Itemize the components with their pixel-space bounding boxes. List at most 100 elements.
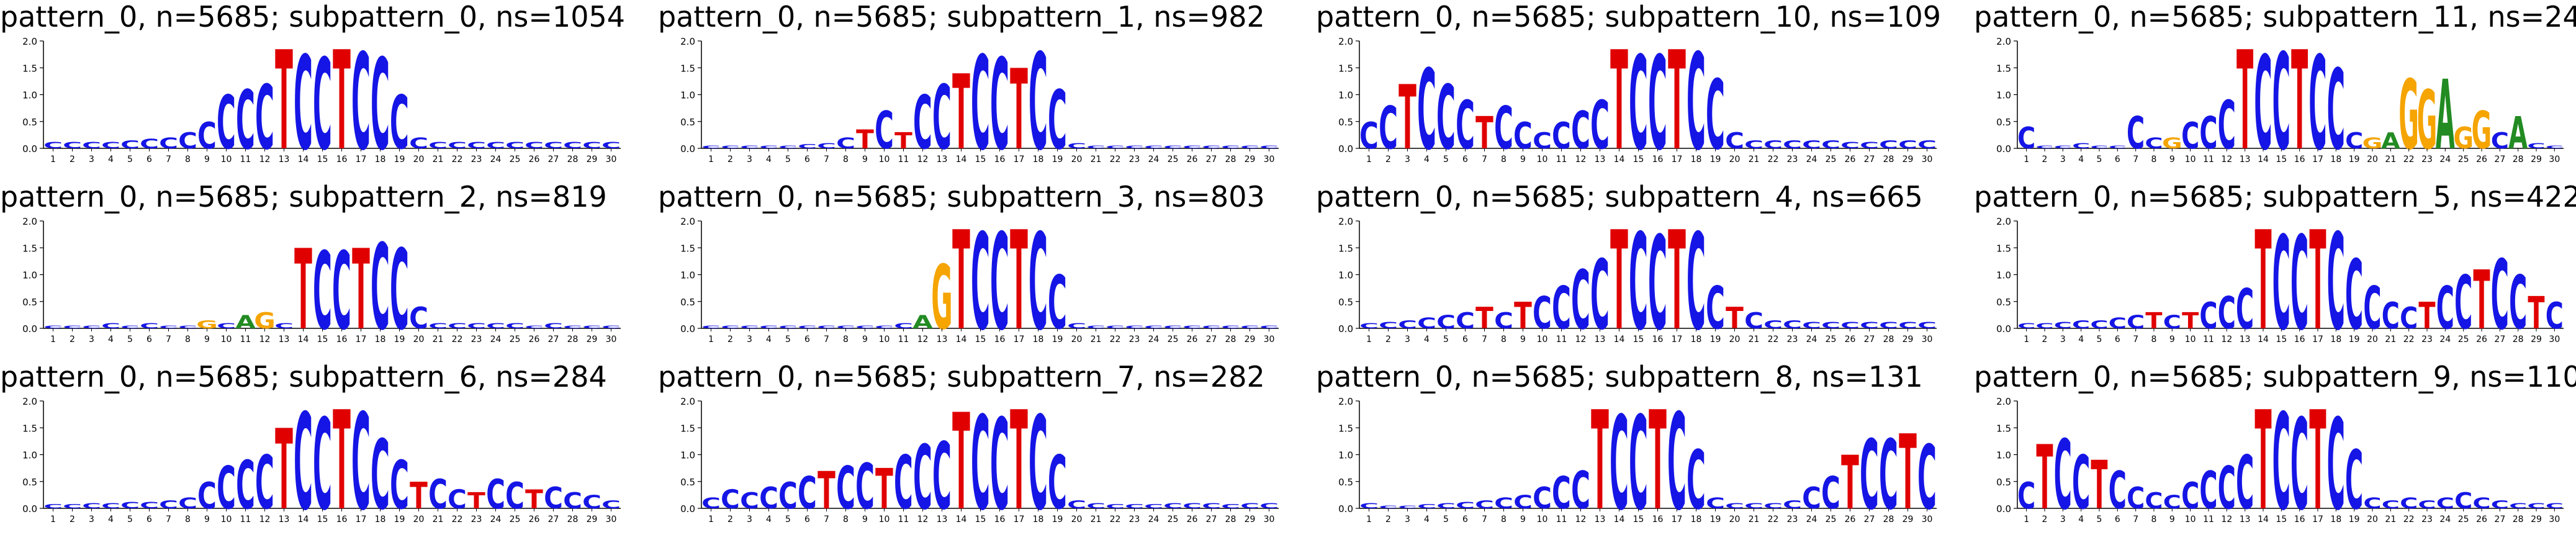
logo-letter: C (217, 79, 236, 166)
y-tick-label: 0.5 (1996, 297, 2011, 308)
y-tick-label: 1.5 (680, 423, 695, 434)
panel-title: pattern_0, n=5685; subpattern_4, ns=665 (1316, 180, 1923, 214)
logo-letter: C (1379, 320, 1398, 330)
logo-letter: C (913, 79, 932, 166)
logo-letter: C (2327, 395, 2345, 538)
logo-letter: C (1494, 94, 1513, 163)
x-tick-label: 22 (1768, 335, 1779, 344)
x-tick-label: 5 (127, 515, 133, 524)
logo-letter: C (990, 395, 1009, 538)
x-tick-label: 18 (1033, 155, 1044, 164)
x-tick-label: 24 (1806, 335, 1817, 344)
x-tick-label: 2 (1385, 155, 1391, 164)
logo-letter: C (2109, 462, 2127, 521)
x-tick-label: 30 (606, 335, 617, 344)
logo-letter: C (236, 73, 255, 168)
x-tick-label: 17 (1014, 155, 1025, 164)
x-tick-label: 1 (1366, 335, 1372, 344)
x-tick-label: 20 (2367, 515, 2378, 524)
logo-letter: C (390, 227, 409, 354)
x-tick-label: 2 (727, 335, 733, 344)
logo-letter: T (2291, 35, 2308, 178)
x-tick-label: 1 (2024, 155, 2029, 164)
logo-letter: C (274, 322, 294, 330)
x-tick-label: 1 (50, 515, 56, 524)
x-tick-label: 30 (1922, 515, 1933, 524)
logo-letter: T (2236, 35, 2253, 178)
logo-letter: C (1182, 145, 1202, 150)
x-tick-label: 8 (1501, 155, 1506, 164)
logo-letter: C (2254, 35, 2272, 178)
y-tick-label: 1.5 (1338, 243, 1353, 254)
logo-letter: C (1590, 88, 1610, 165)
x-tick-label: 14 (956, 515, 967, 524)
logo-letter: C (1917, 426, 1937, 529)
x-tick-label: 25 (2458, 155, 2469, 164)
x-tick-label: 1 (708, 155, 714, 164)
x-tick-label: 3 (1405, 515, 1410, 524)
x-tick-label: 27 (1864, 335, 1875, 344)
x-tick-label: 2 (2042, 155, 2048, 164)
logo-letter: T (2473, 254, 2490, 348)
x-tick-label: 26 (1845, 155, 1856, 164)
y-tick-label: 0.5 (22, 477, 37, 488)
x-tick-label: 5 (127, 335, 133, 344)
logo-letter: C (428, 140, 448, 150)
x-tick-label: 15 (2276, 155, 2287, 164)
x-tick-label: 19 (394, 335, 405, 344)
logo-letter: A (2436, 60, 2455, 171)
x-tick-label: 30 (1264, 335, 1275, 344)
logo-letter: C (371, 220, 390, 357)
x-tick-label: 26 (2476, 335, 2487, 344)
x-tick-label: 20 (1071, 155, 1083, 164)
x-tick-label: 27 (548, 335, 559, 344)
x-tick-label: 21 (2385, 515, 2396, 524)
x-tick-label: 12 (917, 335, 929, 344)
x-tick-label: 3 (2060, 515, 2066, 524)
logo-letter: C (1571, 461, 1590, 521)
logo-letter: C (601, 325, 621, 330)
logo-letter: C (1221, 503, 1240, 510)
y-tick-label: 2.0 (1996, 36, 2011, 47)
logo-letter: C (1629, 35, 1648, 178)
x-tick-label: 24 (1806, 155, 1817, 164)
logo-letter: C (255, 66, 274, 169)
logo-letter: C (932, 423, 952, 531)
logo-letter: C (120, 325, 140, 330)
x-tick-label: 10 (221, 155, 232, 164)
logo-letter: C (2236, 278, 2254, 342)
logo-letter: C (1029, 395, 1048, 538)
x-tick-label: 2 (70, 515, 75, 524)
x-tick-label: 2 (70, 335, 75, 344)
x-tick-label: 5 (785, 335, 791, 344)
x-tick-label: 7 (2133, 515, 2138, 524)
logo-letter: C (1860, 140, 1879, 150)
logo-letter: C (721, 325, 740, 330)
x-tick-label: 11 (2203, 515, 2214, 524)
x-tick-label: 12 (1575, 515, 1587, 524)
x-tick-label: 8 (1501, 335, 1506, 344)
x-tick-label: 12 (259, 515, 271, 524)
x-tick-label: 17 (356, 155, 367, 164)
x-tick-label: 1 (708, 515, 714, 524)
logo-letter: C (448, 322, 467, 330)
x-tick-label: 24 (1148, 335, 1160, 344)
logo-letter: C (1552, 274, 1571, 343)
logo-letter: C (1048, 439, 1067, 526)
x-tick-label: 20 (413, 515, 425, 524)
x-tick-label: 7 (166, 515, 171, 524)
y-tick-label: 1.5 (22, 63, 37, 74)
logo-letter: C (759, 145, 778, 150)
x-tick-label: 1 (2024, 515, 2029, 524)
x-tick-label: 22 (2403, 155, 2415, 164)
x-tick-label: 10 (2185, 515, 2196, 524)
x-tick-label: 14 (1614, 155, 1625, 164)
logo-letter: C (1629, 215, 1648, 358)
x-tick-label: 18 (1033, 515, 1044, 524)
y-tick-label: 1.5 (22, 243, 37, 254)
x-tick-label: 30 (1922, 155, 1933, 164)
x-tick-label: 6 (146, 155, 152, 164)
logo-letter: C (1687, 215, 1706, 358)
